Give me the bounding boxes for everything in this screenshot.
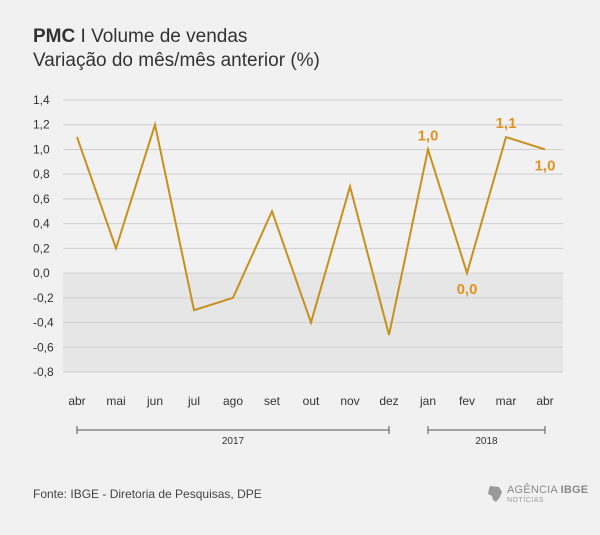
x-tick-label: mar [496, 394, 517, 408]
chart-subtitle: Variação do mês/mês anterior (%) [33, 50, 320, 71]
data-label: 1,1 [496, 115, 517, 132]
x-tick-label: mai [106, 394, 125, 408]
y-tick-label: 1,0 [33, 142, 50, 156]
x-tick-label: out [303, 394, 320, 408]
series-layer [76, 120, 546, 336]
x-tick-label: jul [187, 394, 200, 408]
x-tick-label: abr [536, 394, 553, 408]
y-tick-label: 0,0 [33, 266, 50, 280]
y-tick-label: 0,2 [33, 241, 50, 255]
ibge-brazil-icon [488, 486, 502, 502]
gridlines [63, 99, 563, 373]
year-label: 2017 [222, 436, 245, 447]
logo-prefix: AGÊNCIA [507, 484, 558, 496]
y-tick-label: -0,2 [33, 291, 54, 305]
x-tick-label: dez [379, 394, 398, 408]
title-acronym: PMC [33, 26, 76, 47]
data-labels: 1,0 0,0 1,1 1,0 [418, 115, 556, 298]
year-groups: 2017 2018 [76, 426, 546, 447]
y-tick-label: 0,6 [33, 192, 50, 206]
x-axis-ticks: abr mai jun jul ago set out nov dez jan fev mar abr [68, 394, 553, 408]
logo-text: AGÊNCIA IBGE [507, 484, 588, 496]
source-note: Fonte: IBGE - Diretoria de Pesquisas, DP… [33, 487, 262, 501]
y-tick-label: -0,6 [33, 340, 54, 354]
y-axis-ticks: 1,4 1,2 1,0 0,8 0,6 0,4 0,2 0,0 -0,2 -0,4 -0,6 -0,8 [33, 93, 54, 379]
x-tick-label: jun [146, 394, 163, 408]
logo-subtext: NOTÍCIAS [507, 497, 545, 504]
x-tick-label: nov [340, 394, 359, 408]
y-tick-label: 0,8 [33, 167, 50, 181]
data-label: 0,0 [457, 281, 478, 298]
y-tick-label: 1,4 [33, 93, 50, 107]
data-label: 1,0 [535, 157, 556, 174]
y-tick-label: 1,2 [33, 118, 50, 132]
x-tick-label: set [264, 394, 281, 408]
x-tick-label: jan [419, 394, 436, 408]
chart-title: PMC I Volume de vendas [33, 24, 247, 50]
y-tick-label: 0,4 [33, 217, 50, 231]
y-tick-label: -0,4 [33, 316, 54, 330]
x-tick-label: ago [223, 394, 243, 408]
year-label: 2018 [475, 436, 498, 447]
title-separator: I [80, 26, 86, 47]
data-label: 1,0 [418, 127, 439, 144]
agencia-ibge-logo: AGÊNCIA IBGE NOTÍCIAS [487, 482, 588, 510]
series-line [76, 120, 546, 336]
y-tick-label: -0,8 [33, 365, 54, 379]
logo-brand: IBGE [560, 484, 589, 496]
x-tick-label: abr [68, 394, 85, 408]
title-text: Volume de vendas [91, 26, 248, 47]
x-tick-label: fev [459, 394, 475, 408]
